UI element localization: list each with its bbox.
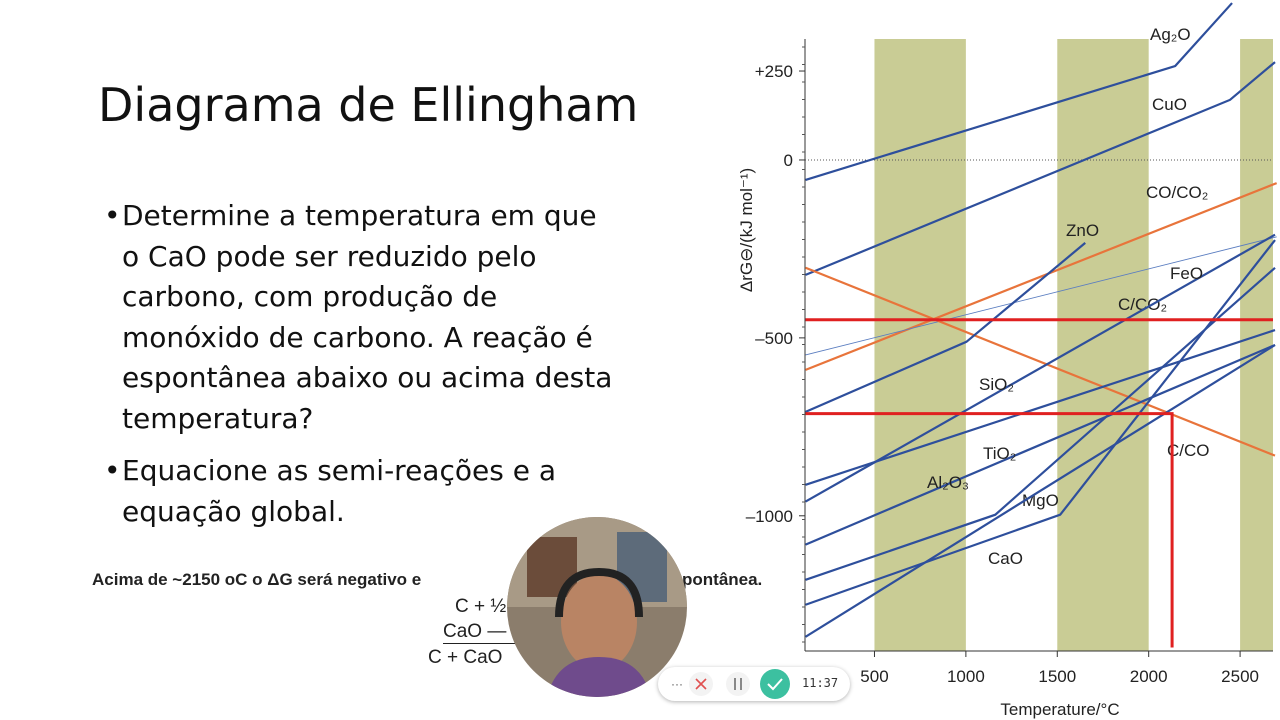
timer: 11:37 [802,676,839,690]
series-line [805,266,1276,457]
y-tick-label: –500 [755,329,793,348]
series-label: FeO [1170,264,1203,283]
x-tick-label: 1500 [1038,667,1076,686]
series-label: ZnO [1066,221,1099,240]
x-tick-label: 2000 [1130,667,1168,686]
x-axis-label: Temperature/°C [1000,700,1119,719]
y-tick-label: +250 [755,62,793,81]
series-line [805,61,1276,276]
more-button[interactable]: ··· [671,677,683,691]
series-label: C/CO [1167,441,1210,460]
bullet: Determine a temperatura em que o CaO pod… [100,196,620,439]
series-label: TiO₂ [983,444,1016,463]
temperature-band [874,39,966,651]
x-tick-label: 1000 [947,667,985,686]
series-label: MgO [1022,491,1059,510]
recorder-controls: ··· 11:37 [658,667,850,701]
x-tick-label: 2500 [1221,667,1259,686]
pause-button[interactable] [726,672,750,696]
series-line [805,242,1086,413]
series-line [804,344,1276,638]
series-label: CO/CO₂ [1146,183,1208,202]
slide-title: Diagrama de Ellingham [98,78,639,132]
temperature-band [1057,39,1149,651]
series-line [805,343,1276,546]
y-tick-label: 0 [784,151,793,170]
series-label: Al₂O₃ [927,473,969,492]
y-axis-label: ΔrG⊖/(kJ mol⁻¹) [737,168,756,292]
done-button[interactable] [760,669,790,699]
y-tick-label: –1000 [746,507,793,526]
series-line [805,182,1278,371]
series-label: Ag₂O [1150,25,1191,44]
series-line [805,329,1276,486]
recorder-icons: ··· [671,669,790,699]
equation-line: C + CaO [428,647,503,668]
equation-line: C + ½ [455,596,507,617]
series-label: CuO [1152,95,1187,114]
series-line [805,236,1277,356]
answer-text: Acima de ~2150 oC o ΔG será negativo e [92,570,422,589]
series-line [805,266,1276,581]
series-line [805,412,1174,648]
equation-line: CaO — [443,621,547,644]
webcam-overlay [507,517,687,697]
series-line [805,239,1276,606]
series-line [805,233,1276,503]
series-label: CaO [988,549,1023,568]
x-tick-label: 500 [860,667,888,686]
series-line [805,2,1233,181]
series-label: SiO₂ [979,375,1014,394]
temperature-band [1240,39,1273,651]
series-label: C/CO₂ [1118,295,1167,314]
answer-text: pontânea. [682,570,763,589]
bullet-list: Determine a temperatura em que o CaO pod… [100,196,620,544]
bullet: Equacione as semi-reações e a equação gl… [100,451,620,532]
